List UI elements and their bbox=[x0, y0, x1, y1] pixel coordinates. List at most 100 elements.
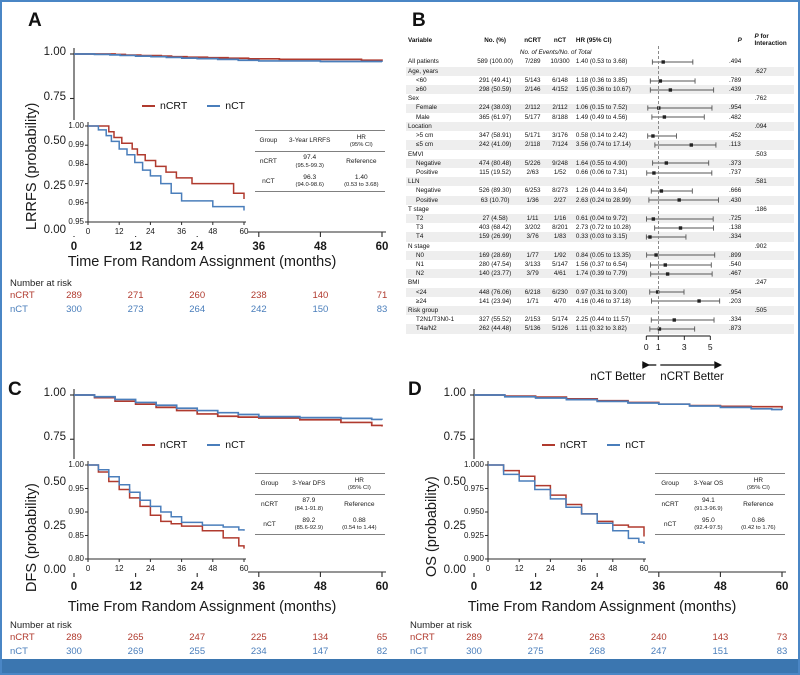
forest-variable: Location bbox=[408, 122, 432, 130]
risk-value: 73 bbox=[776, 632, 788, 643]
forest-ci-cell bbox=[640, 315, 727, 324]
stats-table: Group 3-Year LRRFS HR (95% CI) nCRT 97.4 (95.5… bbox=[255, 130, 385, 193]
forest-variable: ≥24 bbox=[416, 297, 427, 305]
forest-hr-text: 1.49 (0.49 to 4.56) bbox=[575, 113, 628, 121]
forest-ci-svg bbox=[651, 298, 721, 305]
x-tick-label: 24 bbox=[190, 581, 204, 593]
forest-col-ncrt: nCRT bbox=[524, 36, 541, 44]
forest-data-row: ≥60 298 (50.59) 2/146 4/152 1.95 (0.36 to 10… bbox=[406, 85, 794, 95]
inset-x-tick: 24 bbox=[145, 227, 155, 236]
inset-y-tick: 0.925 bbox=[463, 530, 484, 540]
forest-ci-svg bbox=[651, 317, 715, 323]
inset-x-tick: 0 bbox=[85, 227, 91, 236]
forest-group-row: LLN .581 bbox=[406, 177, 794, 187]
inset-x-tick: 12 bbox=[114, 564, 124, 573]
forest-ci-svg bbox=[646, 234, 687, 240]
forest-p-interaction: .627 bbox=[754, 67, 767, 75]
forest-ncrt bbox=[519, 94, 546, 103]
forest-p-interaction bbox=[753, 260, 795, 269]
risk-value: 134 bbox=[312, 632, 329, 643]
forest-no: 115 (19.52) bbox=[479, 168, 511, 176]
forest-events-note-row: No. of Events/No. of Total bbox=[406, 48, 794, 57]
forest-group-row: T stage .186 bbox=[406, 205, 794, 214]
inset-y-tick: 0.85 bbox=[68, 530, 84, 540]
inset-x-tick: 24 bbox=[545, 564, 555, 573]
forest-variable: T4a/N2 bbox=[416, 325, 437, 333]
risk-value: 240 bbox=[650, 632, 667, 643]
x-tick-label: 12 bbox=[529, 581, 542, 593]
km-plot-c: DFS (probability) Time From Random Assig… bbox=[2, 387, 402, 662]
forest-nct: 8/201 bbox=[552, 224, 568, 232]
spacer-cell-2 bbox=[640, 48, 727, 57]
forest-data-row: Positive 63 (10.70) 1/36 2/27 2.63 (0.24 to … bbox=[406, 195, 794, 205]
forest-p-interaction bbox=[753, 214, 795, 223]
inset-y-tick: 0.90 bbox=[68, 507, 84, 516]
panel-a-label: A bbox=[28, 10, 42, 31]
forest-p-interaction bbox=[753, 223, 795, 232]
stats-group: nCRT bbox=[260, 500, 279, 508]
risk-value: 300 bbox=[66, 304, 82, 315]
forest-hr-text: 0.33 (0.03 to 3.15) bbox=[575, 233, 628, 241]
forest-p-interaction bbox=[753, 288, 795, 297]
forest-ci-cell bbox=[640, 104, 727, 113]
forest-no bbox=[471, 67, 519, 76]
panel-b: B bbox=[402, 2, 798, 387]
forest-no: 27 (4.58) bbox=[482, 214, 508, 222]
forest-variable: ≤5 cm bbox=[416, 141, 434, 149]
forest-p-value: .873 bbox=[728, 325, 742, 333]
risk-value: 260 bbox=[189, 290, 206, 301]
forest-data-row: T2 27 (4.58) 1/11 1/16 0.61 (0.04 to 9.72) .7… bbox=[406, 214, 795, 224]
forest-ci-cell bbox=[640, 94, 727, 103]
inset-y-tick: 0.96 bbox=[68, 197, 84, 207]
forest-ncrt: 2/63 bbox=[526, 168, 539, 176]
inset-y-tick: 1.000 bbox=[463, 460, 484, 469]
forest-no: 365 (61.97) bbox=[478, 113, 512, 121]
x-tick-label: 0 bbox=[470, 581, 478, 593]
forest-nct: 1/16 bbox=[553, 214, 567, 222]
forest-ci-svg bbox=[647, 133, 678, 139]
forest-no: 63 (10.70) bbox=[480, 196, 510, 204]
forest-axis-tick: 0 bbox=[643, 341, 649, 352]
stats-group: nCT bbox=[655, 514, 686, 536]
forest-variable: Age, years bbox=[408, 67, 439, 75]
forest-no: 280 (47.54) bbox=[478, 260, 512, 268]
forest-p-value: .482 bbox=[728, 113, 742, 121]
risk-value: 289 bbox=[66, 632, 82, 643]
forest-ci-svg bbox=[654, 142, 717, 148]
forest-p-value bbox=[727, 278, 753, 287]
forest-hr-text: 1.06 (0.15 to 7.52) bbox=[575, 104, 628, 112]
forest-ncrt: 6/218 bbox=[524, 288, 541, 296]
stats-value: 97.4 (95.5-99.3) bbox=[295, 154, 324, 169]
x-tick-label: 36 bbox=[252, 241, 266, 253]
forest-ci-cell bbox=[640, 76, 727, 85]
panel-c-risk-title: Number at risk bbox=[10, 620, 72, 631]
panel-d-label: D bbox=[408, 379, 422, 400]
forest-group-row: N stage .902 bbox=[406, 242, 794, 251]
forest-hr-text: 1.40 (0.53 to 3.68) bbox=[575, 58, 628, 66]
forest-ncrt bbox=[519, 306, 546, 315]
forest-col-variable: Variable bbox=[408, 36, 433, 44]
inset-x-tick: 12 bbox=[114, 227, 124, 236]
forest-events-note: No. of Events/No. of Total bbox=[519, 49, 592, 57]
forest-hr-text bbox=[574, 67, 640, 76]
risk-value: 225 bbox=[250, 632, 267, 643]
x-tick-label: 48 bbox=[713, 581, 727, 593]
forest-col-pint: P for Interaction bbox=[754, 33, 787, 48]
forest-ci-cell bbox=[640, 58, 727, 67]
forest-variable: All patients bbox=[408, 58, 439, 66]
x-tick-label: 24 bbox=[590, 581, 604, 593]
forest-ci-svg bbox=[650, 87, 715, 93]
km-plot-a: LRRFS (probability) Time From Random Ass… bbox=[2, 2, 402, 342]
x-tick-label: 60 bbox=[375, 581, 389, 593]
forest-label-right: nCRT Better bbox=[660, 370, 724, 383]
forest-ncrt: 7/289 bbox=[524, 58, 541, 66]
forest-hr-text bbox=[574, 177, 640, 186]
forest-no: 169 (28.69) bbox=[478, 251, 512, 259]
risk-value: 150 bbox=[312, 304, 329, 315]
inset-y-tick: 0.97 bbox=[68, 178, 84, 188]
legend: nCRT nCT bbox=[142, 100, 245, 112]
inset-y-tick: 0.80 bbox=[68, 554, 84, 563]
forest-ncrt: 6/253 bbox=[524, 187, 541, 195]
forest-variable: Sex bbox=[408, 95, 419, 103]
forest-p-value: .899 bbox=[728, 251, 742, 259]
